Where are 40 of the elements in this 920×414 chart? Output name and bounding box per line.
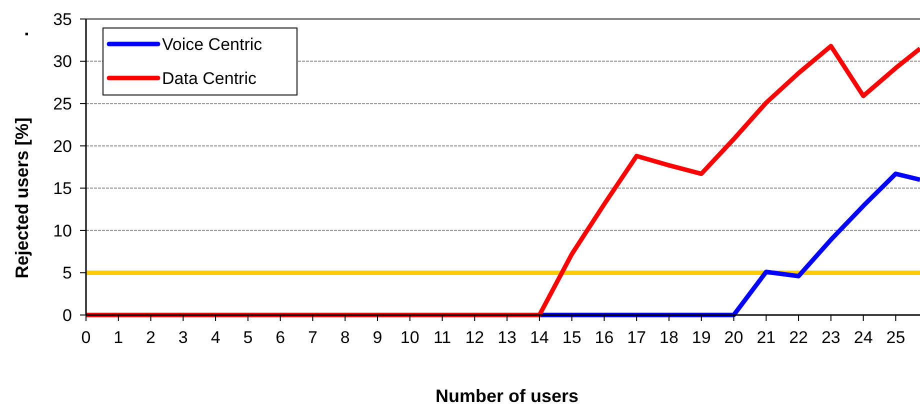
x-tick-label: 2 [146, 328, 156, 347]
x-tick-label: 16 [594, 328, 614, 347]
x-tick-label: 15 [562, 328, 582, 347]
y-tick-label: 25 [53, 94, 72, 114]
x-tick-label: 11 [433, 328, 452, 347]
x-tick-label: 24 [854, 328, 873, 347]
y-tick-label: 20 [53, 136, 72, 156]
x-tick-label: 7 [308, 328, 318, 347]
y-tick-label: 35 [53, 10, 72, 29]
legend-label: Data Centric [162, 68, 257, 88]
x-tick-label: 21 [756, 328, 776, 347]
x-tick-label: 13 [498, 328, 517, 347]
x-tick-label: 18 [660, 328, 678, 347]
y-tick-label: 10 [53, 221, 72, 240]
y-tick-label: 0 [62, 306, 72, 325]
x-tick-label: 10 [400, 328, 420, 347]
x-tick-label: 17 [627, 328, 646, 347]
x-tick-label: 5 [243, 328, 253, 347]
y-tick-label: 30 [53, 52, 72, 72]
x-tick-label: 0 [81, 328, 91, 347]
x-tick-label: 4 [210, 328, 220, 347]
x-tick-label: 12 [465, 328, 484, 347]
text: . [12, 31, 32, 37]
x-tick-label: 1 [114, 328, 124, 347]
x-tick-label: 23 [821, 328, 840, 347]
y-tick-label: 15 [53, 179, 72, 198]
x-tick-label: 14 [530, 328, 549, 347]
x-tick-label: 6 [276, 328, 286, 347]
x-tick-label: 25 [886, 328, 906, 347]
y-axis-title: Rejected users [%] [12, 117, 32, 279]
x-tick-label: 20 [724, 328, 744, 347]
x-tick-label: 19 [692, 328, 711, 347]
x-tick-label: 3 [178, 328, 188, 347]
x-tick-label: 22 [789, 328, 808, 347]
y-tick-label: 5 [62, 264, 72, 283]
x-tick-label: 9 [372, 328, 382, 347]
x-axis-title: Number of users [435, 386, 579, 406]
legend-label: Voice Centric [162, 34, 263, 54]
line-series [537, 172, 920, 318]
x-tick-label: 8 [340, 328, 350, 347]
